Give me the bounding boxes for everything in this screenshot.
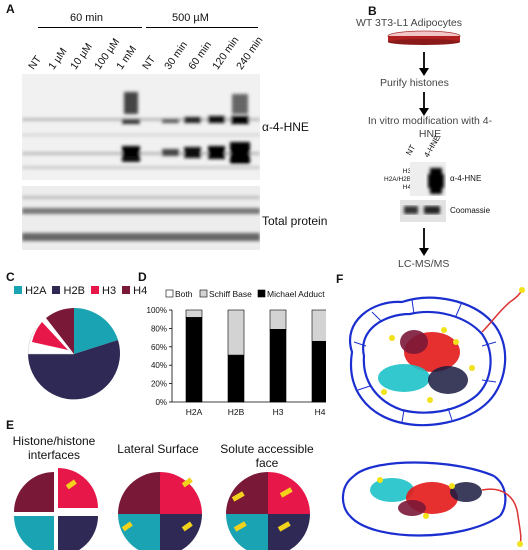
bar-segment (269, 309, 287, 330)
panel-d-chart: Both Schiff Base Michael Adduct 0% 20% 40% 60%… (147, 289, 326, 417)
y-tick-label: 20% (151, 380, 167, 389)
pie-solute (226, 472, 310, 550)
lane-nt-label: NT (404, 143, 418, 157)
bar-segment (227, 309, 245, 356)
panel-c-legend: H2A H2B H3 H4 (14, 285, 147, 297)
lane-label: NT (26, 53, 45, 72)
legend-item-h2b: H2B (52, 285, 85, 297)
hne-blot (22, 74, 260, 180)
bar-segment (311, 309, 326, 342)
group-60min-bar (38, 27, 142, 28)
group-500uM-bar (146, 27, 258, 28)
legend-label: Both (175, 289, 193, 299)
panel-f-label: F (336, 272, 344, 286)
panel-b-label: B (368, 4, 377, 18)
total-protein-label: Total protein (262, 214, 328, 228)
lane-label: 30 min (162, 39, 191, 72)
histone-label: H4 (402, 184, 412, 191)
nucleosome-top-view (349, 287, 525, 427)
y-tick-label: 40% (151, 361, 167, 370)
group-500uM-label: 500 µM (172, 12, 209, 24)
panel-c-label: C (6, 270, 15, 284)
pie-title-solute: Solute accessible face (220, 442, 314, 470)
legend-swatch (199, 289, 208, 298)
histone-label: H3 (402, 168, 412, 175)
histone-labels: H3 H2A/H2B H4 (384, 168, 411, 192)
in-vitro-hne-label: α-4-HNE (450, 174, 482, 183)
legend-item-h3: H3 (90, 285, 116, 297)
x-tick-label: H3 (273, 407, 284, 417)
arrow-down-icon (419, 228, 429, 256)
cells-title: WT 3T3-L1 Adipocytes (356, 17, 463, 29)
x-tick-label: H4 (315, 407, 326, 417)
panel-c-pie (27, 307, 120, 400)
y-tick-label: 60% (151, 343, 167, 352)
total-protein-blot (22, 186, 260, 250)
y-tick-label: 80% (151, 324, 167, 333)
lane-label: 1 µM (46, 45, 70, 72)
total-protein-bands (22, 196, 260, 241)
legend-label: Schiff Base (209, 289, 252, 299)
x-tick-label: H2A (186, 407, 203, 417)
x-tick-label: H2B (228, 407, 245, 417)
lane-label: 60 min (186, 39, 215, 72)
bar-segment (185, 309, 203, 318)
legend-label: Michael Adduct (267, 289, 325, 299)
arrow-down-icon (419, 52, 429, 76)
group-60min-label: 60 min (70, 12, 104, 24)
bar-segment (311, 340, 326, 403)
lane-label: NT (140, 53, 159, 72)
bar-segment (227, 354, 245, 403)
pie-interfaces (14, 468, 98, 550)
hne-blot-bands (22, 92, 260, 169)
culture-dish-icon (387, 30, 461, 45)
lcms-step: LC-MS/MS (398, 258, 450, 270)
in-vitro-hne-blot (410, 162, 446, 196)
panel-a-label: A (6, 2, 15, 16)
purify-step: Purify histones (380, 77, 449, 89)
panel-e-label: E (6, 418, 15, 432)
modification-step: In vitro modification with 4-HNE (367, 115, 493, 140)
coomassie-label: Coomassie (450, 206, 491, 215)
panel-d-label: D (138, 270, 147, 284)
pie-title-interfaces: Histone/histone interfaces (12, 434, 96, 462)
pie-lateral (118, 472, 202, 550)
y-tick-label: 0% (155, 398, 167, 407)
arrow-down-icon (419, 92, 429, 116)
nucleosome-side-view (341, 461, 523, 547)
histone-label: H2A/H2B (384, 176, 412, 183)
bar-segment (185, 317, 203, 403)
y-tick-label: 100% (147, 306, 167, 315)
legend-item-h4: H4 (122, 285, 147, 297)
hne-blot-label: α-4-HNE (262, 120, 309, 134)
legend-swatch (165, 289, 174, 298)
pie-title-lateral: Lateral Surface (117, 442, 199, 456)
legend-item-h2a: H2A (14, 285, 46, 297)
bar-segment (269, 329, 287, 403)
lane-label: 10 µM (68, 41, 95, 72)
legend-swatch (257, 289, 266, 298)
coomassie-blot (400, 200, 446, 222)
